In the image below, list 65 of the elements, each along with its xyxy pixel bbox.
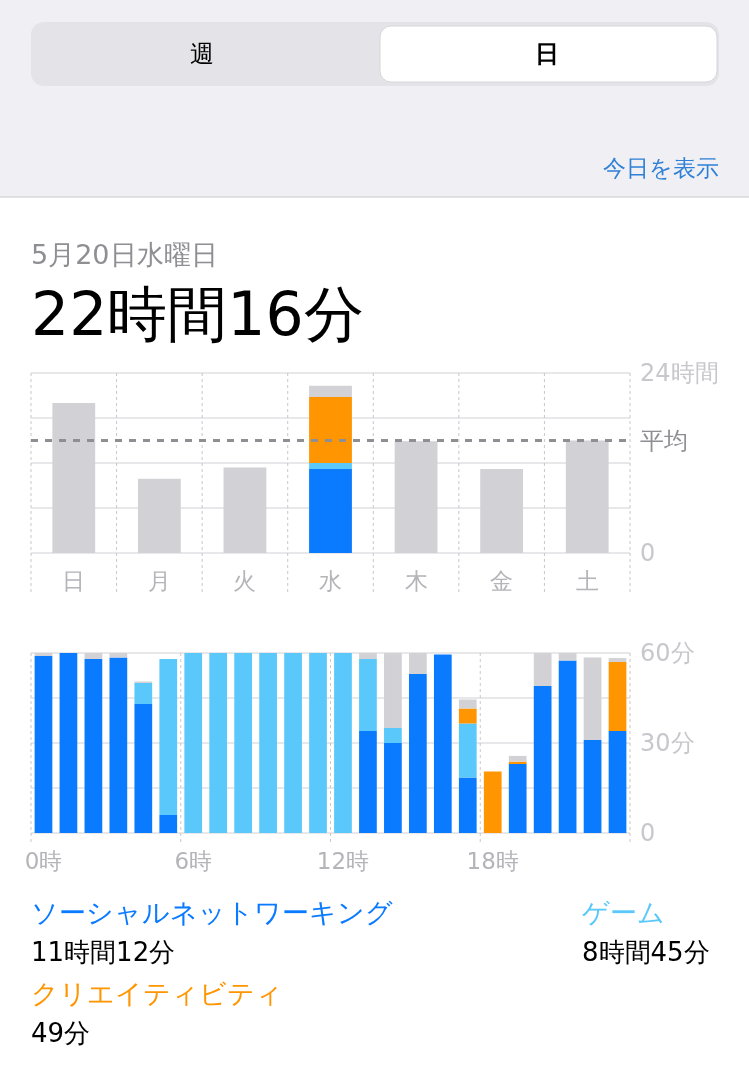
x-tick-label: 木 xyxy=(404,568,428,594)
text: 8時間45分 xyxy=(582,937,710,967)
text: 11時間12分 xyxy=(31,937,176,967)
bar xyxy=(608,658,627,662)
y-tick-label: 24時間 xyxy=(640,359,719,387)
y-tick-label: 0 xyxy=(640,539,656,567)
bar xyxy=(558,660,577,833)
bar xyxy=(334,653,352,833)
bar xyxy=(309,385,352,397)
bar xyxy=(109,657,128,833)
chart-title: 22時間16分 xyxy=(31,279,364,349)
bar xyxy=(483,771,502,833)
x-tick-label: 水 xyxy=(319,568,342,594)
y-tick-label: 0 xyxy=(640,819,656,847)
bar xyxy=(458,708,477,724)
bar xyxy=(583,740,602,833)
bar xyxy=(608,662,627,731)
bar xyxy=(209,653,228,833)
bar xyxy=(159,659,178,815)
bar xyxy=(384,743,402,833)
x-tick-label: 土 xyxy=(575,568,599,594)
bar xyxy=(458,723,477,778)
bar xyxy=(234,653,253,833)
bar xyxy=(309,653,327,833)
bar xyxy=(159,815,178,833)
text: ゲーム xyxy=(582,896,665,928)
bar xyxy=(508,755,527,762)
x-tick-label: 6時 xyxy=(174,848,213,874)
bar xyxy=(134,683,153,704)
bar xyxy=(59,653,78,833)
ref-line-label: 平均 xyxy=(640,426,688,455)
text: ソーシャルネットワーキング xyxy=(31,896,393,928)
text: 49分 xyxy=(31,1018,91,1048)
bar xyxy=(608,731,627,833)
bar xyxy=(508,764,527,833)
bar xyxy=(134,704,153,833)
bar xyxy=(458,777,477,833)
x-tick-label: 日 xyxy=(62,568,86,594)
y-tick-label: 30分 xyxy=(640,729,695,757)
bar xyxy=(309,463,352,469)
bar xyxy=(84,659,103,833)
bar xyxy=(359,731,377,833)
bar xyxy=(533,686,552,833)
bar xyxy=(309,397,352,463)
text: クリエイティビティ xyxy=(31,977,283,1009)
chart-subtitle: 5月20日水曜日 xyxy=(31,238,218,270)
bar xyxy=(408,674,427,833)
text: 週 xyxy=(190,40,214,68)
bar xyxy=(259,653,277,833)
x-tick-label: 火 xyxy=(233,568,257,594)
text: 日 xyxy=(535,40,559,68)
bar xyxy=(359,659,377,731)
y-tick-label: 60分 xyxy=(640,639,695,667)
x-tick-label: 18時 xyxy=(466,848,519,874)
x-tick-label: 12時 xyxy=(316,848,370,874)
bar xyxy=(184,653,203,833)
bar xyxy=(284,653,302,833)
x-tick-label: 0時 xyxy=(24,848,63,874)
text: 今日を表示 xyxy=(603,155,719,181)
bar xyxy=(433,654,452,833)
x-tick-label: 月 xyxy=(147,568,171,594)
bar xyxy=(34,656,53,833)
bar xyxy=(309,469,352,553)
bar xyxy=(384,728,402,743)
x-tick-label: 金 xyxy=(490,568,514,594)
